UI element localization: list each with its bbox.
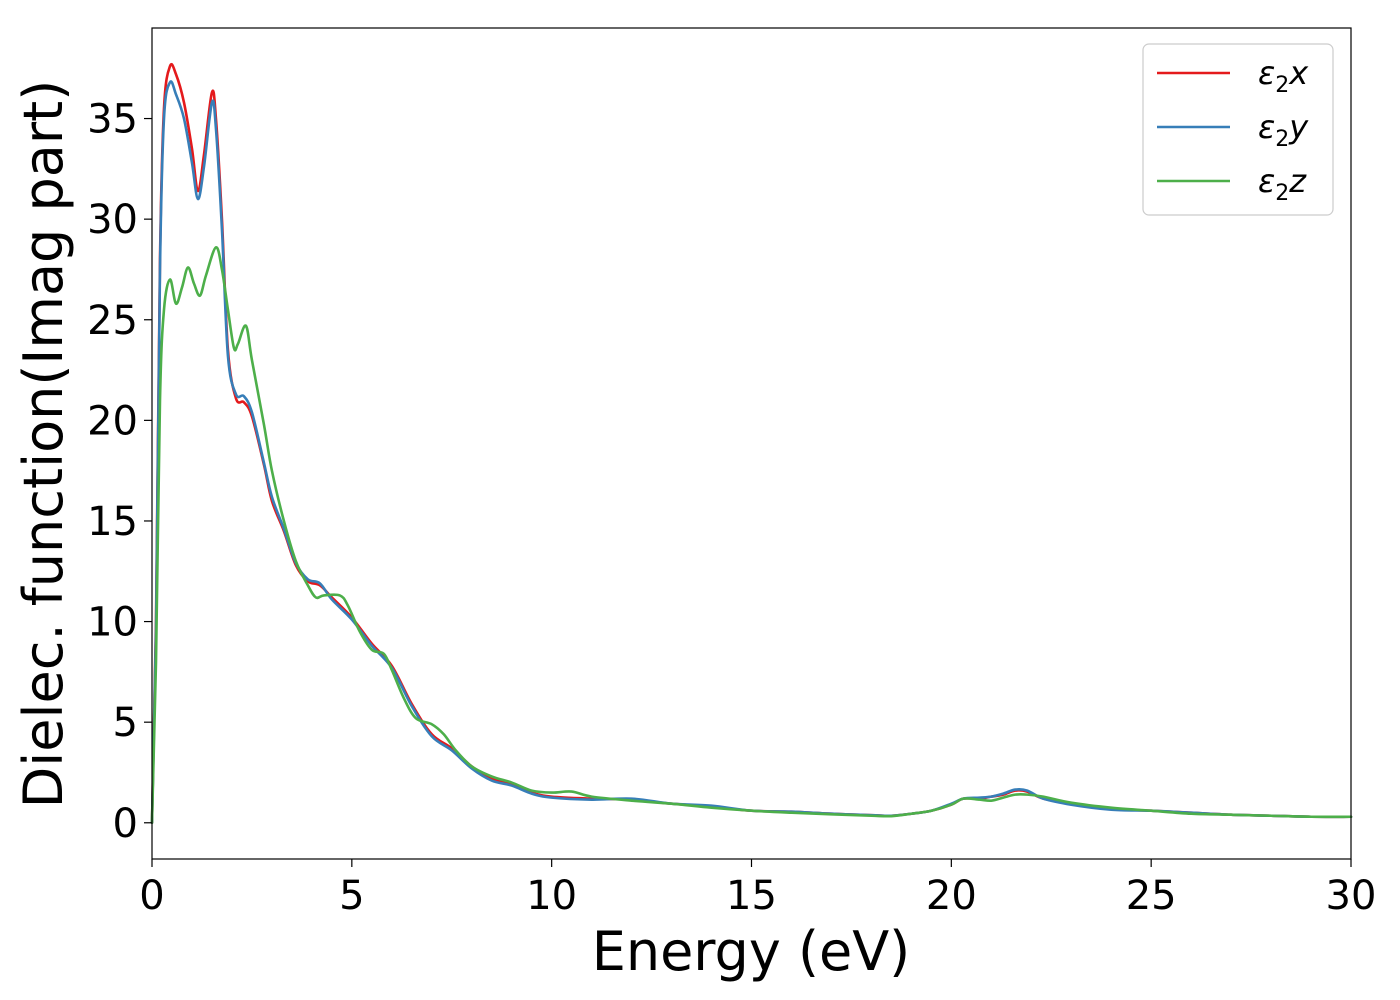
x-tick-label: 15 bbox=[726, 873, 777, 919]
x-tick-label: 25 bbox=[1126, 873, 1177, 919]
x-tick-label: 10 bbox=[526, 873, 577, 919]
y-tick-label: 5 bbox=[113, 700, 138, 746]
y-tick-label: 30 bbox=[87, 197, 138, 243]
y-tick-label: 25 bbox=[87, 298, 138, 344]
x-tick-label: 20 bbox=[926, 873, 977, 919]
legend-label-z: ε2z bbox=[1258, 162, 1307, 206]
x-axis-title: Energy (eV) bbox=[592, 920, 911, 983]
legend-label-y: ε2y bbox=[1258, 108, 1309, 152]
x-tick-label: 30 bbox=[1326, 873, 1377, 919]
y-tick-label: 10 bbox=[87, 600, 138, 646]
legend-label-x: ε2x bbox=[1258, 54, 1309, 98]
legend: ε2x ε2y ε2z bbox=[1142, 43, 1334, 216]
y-tick-label: 15 bbox=[87, 499, 138, 545]
y-axis-title: Dielec. function(Imag part) bbox=[12, 80, 75, 809]
x-tick-label: 0 bbox=[139, 873, 164, 919]
series-line-z bbox=[150, 246, 1353, 825]
y-tick-label: 35 bbox=[87, 97, 138, 143]
x-axis: 0 5 10 15 20 25 30 bbox=[139, 859, 1376, 919]
series-layer bbox=[150, 62, 1353, 825]
x-tick-label: 5 bbox=[339, 873, 364, 919]
legend-box bbox=[1142, 43, 1334, 216]
y-axis: 0 5 10 15 20 25 30 35 bbox=[87, 97, 152, 847]
y-tick-label: 20 bbox=[87, 398, 138, 444]
y-tick-label: 0 bbox=[113, 801, 138, 847]
series-line-y bbox=[150, 80, 1353, 825]
